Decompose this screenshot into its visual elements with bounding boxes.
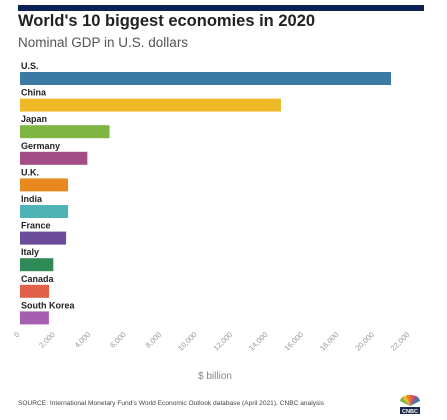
x-tick-label: 20,000 xyxy=(353,330,376,353)
x-tick-label: 2,000 xyxy=(37,330,57,350)
x-tick-label: 4,000 xyxy=(73,330,93,350)
x-tick-label: 12,000 xyxy=(212,330,235,353)
source-note: SOURCE: International Monetary Fund's Wo… xyxy=(18,400,325,407)
chart-title: World's 10 biggest economies in 2020 xyxy=(18,12,316,30)
cnbc-logo-icon: CNBC xyxy=(400,395,420,415)
x-tick-label: 14,000 xyxy=(247,330,270,353)
bar xyxy=(20,311,49,325)
x-tick-label: 6,000 xyxy=(108,330,128,350)
top-rule xyxy=(18,5,424,11)
bar xyxy=(20,284,50,298)
bar xyxy=(20,72,392,85)
category-label: Germany xyxy=(21,141,60,151)
category-label: Canada xyxy=(21,274,55,284)
bar xyxy=(20,258,54,272)
x-tick-label: 16,000 xyxy=(282,330,305,353)
bar xyxy=(20,178,69,192)
category-label: France xyxy=(21,221,51,231)
bar xyxy=(20,151,88,165)
category-label: Italy xyxy=(21,247,39,257)
bar xyxy=(20,98,281,112)
bar-chart: U.S. China Japan Germany U.K. India France Ital… xyxy=(12,61,412,382)
category-label: China xyxy=(21,88,47,98)
x-tick-label: 8,000 xyxy=(144,330,164,350)
x-tick-label: 22,000 xyxy=(389,330,412,353)
category-label: India xyxy=(21,194,43,204)
category-label: U.S. xyxy=(21,61,39,71)
category-label: Japan xyxy=(21,114,47,124)
x-tick-label: 18,000 xyxy=(318,330,341,353)
bar xyxy=(20,125,110,139)
category-label: U.K. xyxy=(21,167,39,177)
x-tick-label: 0 xyxy=(12,330,21,339)
chart-subtitle: Nominal GDP in U.S. dollars xyxy=(18,35,189,50)
svg-text:CNBC: CNBC xyxy=(402,409,418,415)
bar xyxy=(20,231,67,245)
bar xyxy=(20,205,69,218)
x-axis-title: $ billion xyxy=(198,371,232,382)
x-tick-label: 10,000 xyxy=(176,330,199,353)
category-label: South Korea xyxy=(21,300,75,310)
